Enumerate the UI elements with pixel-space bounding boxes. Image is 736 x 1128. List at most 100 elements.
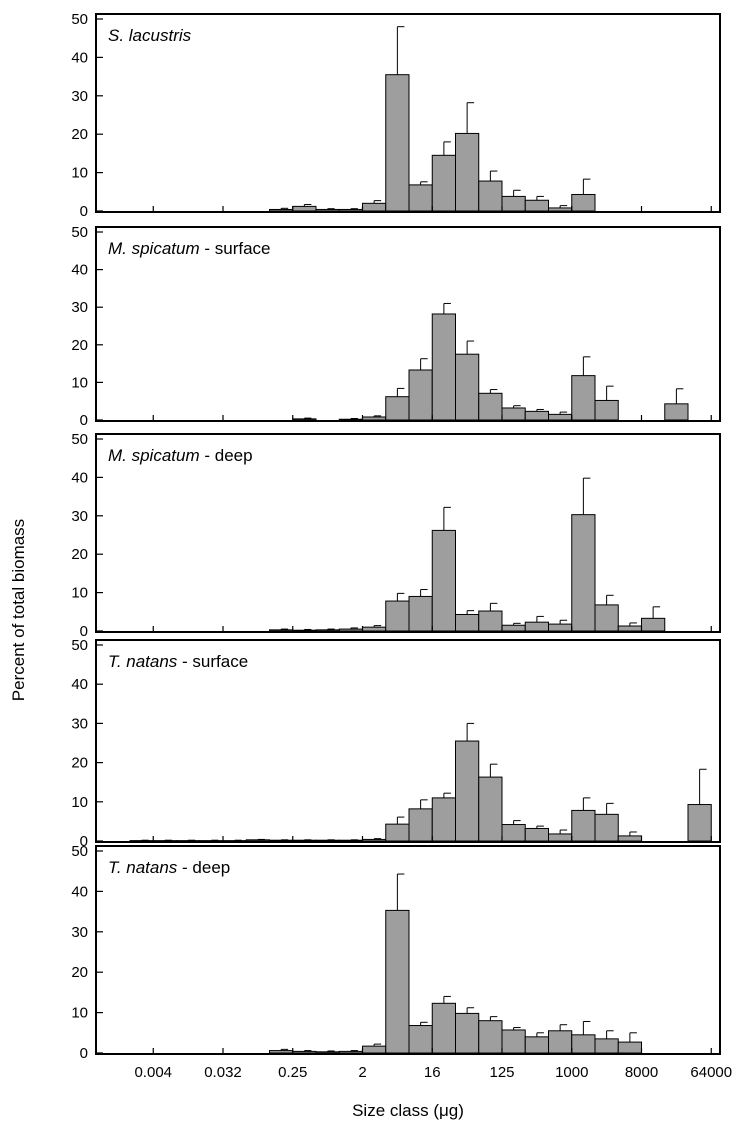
panel-frame bbox=[95, 639, 721, 843]
bar bbox=[338, 839, 363, 842]
bar bbox=[594, 813, 619, 842]
bar bbox=[571, 809, 596, 842]
y-tick-label: 10 bbox=[71, 165, 88, 182]
panel-2: 0 10 20 30 40 50 M. spicatum - surface bbox=[71, 224, 721, 429]
bar bbox=[664, 403, 689, 421]
bar bbox=[501, 407, 526, 421]
y-tick-label: 30 bbox=[71, 715, 88, 732]
x-tick-label: 1000 bbox=[555, 1064, 588, 1081]
bar bbox=[548, 413, 573, 421]
y-tick-label: 20 bbox=[71, 337, 88, 354]
bar bbox=[571, 1034, 596, 1054]
y-tick-label: 50 bbox=[71, 431, 88, 448]
bar bbox=[455, 613, 480, 632]
y-tick-label: 50 bbox=[71, 843, 88, 860]
x-tick-label: 0.004 bbox=[134, 1064, 172, 1081]
y-axis-title: Percent of total biomass bbox=[9, 519, 28, 701]
panel-frame bbox=[95, 845, 721, 1055]
bar bbox=[594, 604, 619, 632]
bar bbox=[362, 202, 387, 212]
bar bbox=[362, 1045, 387, 1054]
y-tick-label: 40 bbox=[71, 262, 88, 279]
bar bbox=[431, 1002, 456, 1054]
bar bbox=[594, 1038, 619, 1054]
bar bbox=[385, 600, 410, 632]
bar bbox=[292, 839, 317, 842]
bar bbox=[431, 529, 456, 632]
bar bbox=[385, 823, 410, 842]
panel-title-species: T. natans bbox=[108, 652, 178, 671]
panel-title-species: M. spicatum bbox=[108, 239, 200, 258]
bar bbox=[548, 623, 573, 632]
y-tick-label: 0 bbox=[80, 833, 88, 850]
panel-title-suffix: - deep bbox=[200, 446, 253, 465]
x-tick-label: 16 bbox=[424, 1064, 441, 1081]
panel-title: T. natans - surface bbox=[108, 652, 248, 671]
bar bbox=[338, 1050, 363, 1054]
panel-title-suffix: - deep bbox=[177, 858, 230, 877]
bar bbox=[594, 399, 619, 421]
y-tick-label: 30 bbox=[71, 88, 88, 105]
y-tick-label: 40 bbox=[71, 469, 88, 486]
y-tick-label: 0 bbox=[80, 1045, 88, 1062]
panel-title: M. spicatum - surface bbox=[108, 239, 271, 258]
bar bbox=[617, 1041, 642, 1054]
y-tick-label: 50 bbox=[71, 224, 88, 241]
panel-1: 0 10 20 30 40 50 S. lacustris bbox=[71, 11, 721, 220]
bar bbox=[269, 629, 294, 632]
bar bbox=[245, 839, 270, 842]
y-tick-label: 0 bbox=[80, 412, 88, 429]
y-tick-label: 50 bbox=[71, 637, 88, 654]
y-tick-label: 30 bbox=[71, 924, 88, 941]
bar bbox=[617, 835, 642, 842]
x-tick-label: 64000 bbox=[690, 1064, 732, 1081]
y-tick-label: 20 bbox=[71, 964, 88, 981]
panel-title-species: T. natans bbox=[108, 858, 178, 877]
bar bbox=[408, 184, 433, 212]
bar bbox=[548, 1030, 573, 1054]
y-tick-label: 30 bbox=[71, 299, 88, 316]
bar bbox=[385, 74, 410, 212]
panel-title-suffix: - surface bbox=[200, 239, 271, 258]
x-axis-title: Size class (μg) bbox=[352, 1101, 464, 1120]
panel-title-species: M. spicatum bbox=[108, 446, 200, 465]
x-tick-label: 0.25 bbox=[278, 1064, 307, 1081]
bar bbox=[687, 804, 712, 842]
bar bbox=[524, 621, 549, 632]
y-tick-label: 20 bbox=[71, 755, 88, 772]
bar bbox=[524, 827, 549, 842]
bar bbox=[338, 208, 363, 212]
bar bbox=[431, 797, 456, 842]
bar bbox=[571, 375, 596, 421]
y-tick-label: 40 bbox=[71, 49, 88, 66]
panel-title: T. natans - deep bbox=[108, 858, 230, 877]
bar bbox=[292, 205, 317, 212]
y-tick-label: 20 bbox=[71, 546, 88, 563]
panel-frame bbox=[95, 226, 721, 422]
y-tick-label: 40 bbox=[71, 883, 88, 900]
bar bbox=[641, 617, 666, 632]
bar bbox=[408, 595, 433, 632]
panel-5: 0 10 20 30 40 50 0.004 0.032 0.25 2 16 125 1000 8000 6… bbox=[71, 843, 732, 1081]
bar bbox=[315, 1051, 340, 1054]
bar bbox=[478, 180, 503, 212]
bar bbox=[524, 199, 549, 212]
x-tick-label: 0.032 bbox=[204, 1064, 242, 1081]
bar bbox=[571, 193, 596, 212]
y-tick-label: 10 bbox=[71, 585, 88, 602]
bar bbox=[408, 1025, 433, 1054]
bar bbox=[269, 839, 294, 842]
bar bbox=[501, 195, 526, 212]
bar bbox=[548, 833, 573, 842]
bar bbox=[315, 839, 340, 842]
bar bbox=[269, 208, 294, 212]
x-tick-label: 2 bbox=[358, 1064, 366, 1081]
bar bbox=[431, 313, 456, 421]
bar bbox=[478, 776, 503, 842]
bar bbox=[455, 740, 480, 842]
y-tick-label: 10 bbox=[71, 374, 88, 391]
bar bbox=[524, 1036, 549, 1054]
bar bbox=[385, 909, 410, 1054]
bar bbox=[455, 353, 480, 421]
